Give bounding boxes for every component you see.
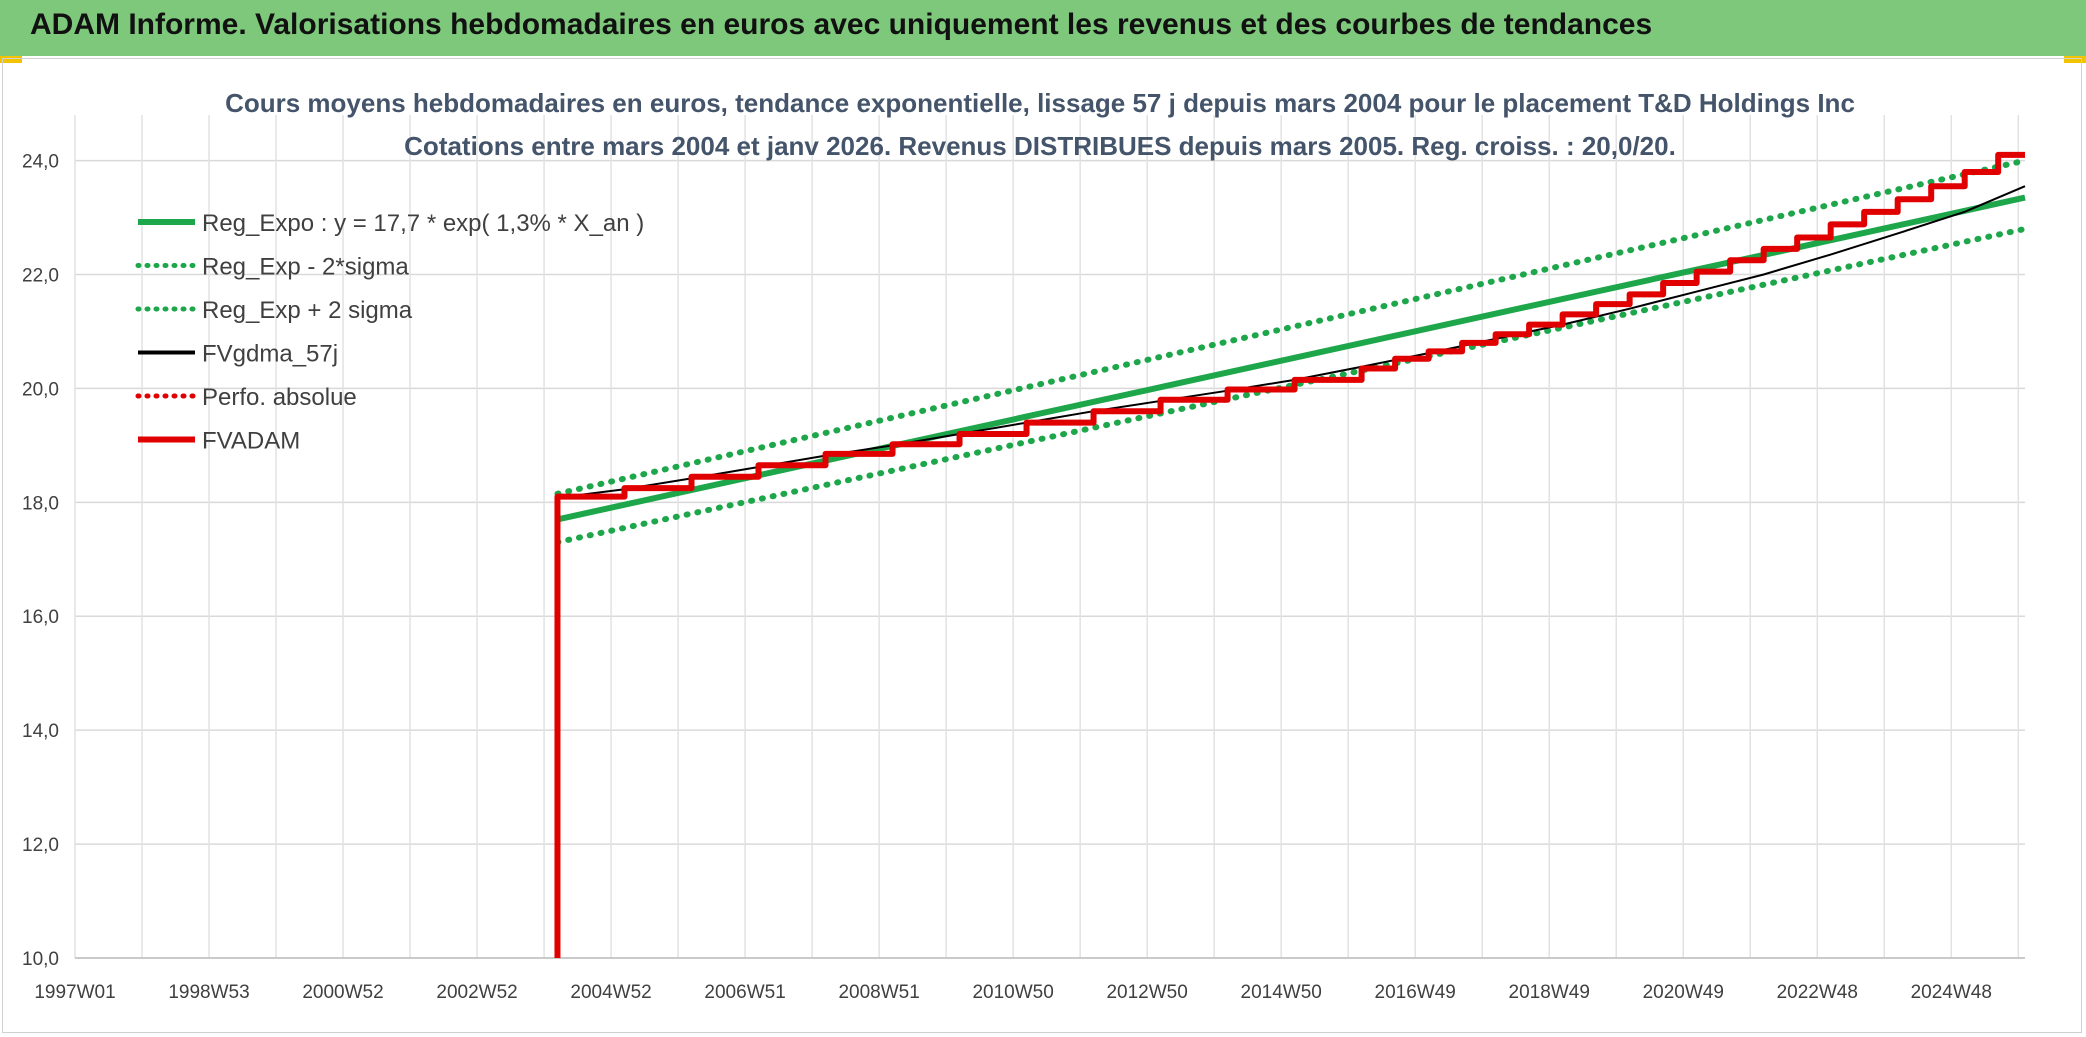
y-tick-label: 18,0 xyxy=(22,493,59,514)
legend-label: FVgdma_57j xyxy=(202,341,338,368)
x-tick-label: 1997W01 xyxy=(34,982,115,1003)
header-banner: ADAM Informe. Valorisations hebdomadaire… xyxy=(0,0,2086,56)
x-tick-label: 2018W49 xyxy=(1509,982,1590,1003)
x-tick-label: 2022W48 xyxy=(1777,982,1858,1003)
x-tick-label: 2014W50 xyxy=(1241,982,1322,1003)
chart-title-line-2: Cotations entre mars 2004 et janv 2026. … xyxy=(404,131,1676,161)
corner-mark-right xyxy=(2064,56,2086,63)
series-line xyxy=(554,225,2028,546)
legend-label: Reg_Exp - 2*sigma xyxy=(202,254,409,281)
x-tick-label: 2006W51 xyxy=(704,982,785,1003)
page-title: ADAM Informe. Valorisations hebdomadaire… xyxy=(30,8,1653,41)
axes: 10,0 12,0 14,0 16,0 18,0 20,0 22,0 24,0 1997W01 1… xyxy=(22,152,2025,1003)
series-line xyxy=(556,194,2026,523)
x-tick-label: 1998W53 xyxy=(168,982,249,1003)
y-tick-label: 12,0 xyxy=(22,835,59,856)
x-tick-label: 2016W49 xyxy=(1375,982,1456,1003)
x-tick-label: 2000W52 xyxy=(302,982,383,1003)
y-tick-label: 24,0 xyxy=(22,152,59,173)
x-tick-label: 2010W50 xyxy=(972,982,1053,1003)
y-tick-label: 16,0 xyxy=(22,607,59,628)
y-tick-label: 14,0 xyxy=(22,721,59,742)
x-tick-label: 2008W51 xyxy=(838,982,919,1003)
grid xyxy=(74,115,2025,959)
chart-frame xyxy=(2,58,2082,1033)
y-tick-label: 20,0 xyxy=(22,379,59,400)
chart-title-line-1: Cours moyens hebdomadaires en euros, ten… xyxy=(225,88,1855,118)
series-line xyxy=(557,185,2026,499)
legend-label: Perfo. absolue xyxy=(202,384,357,411)
legend: Reg_Expo : y = 17,7 * exp( 1,3% * X_an )… xyxy=(135,210,644,455)
legend-label: Reg_Expo : y = 17,7 * exp( 1,3% * X_an ) xyxy=(202,210,644,237)
legend-label: FVADAM xyxy=(202,428,300,455)
series-layer xyxy=(554,151,2028,958)
x-tick-label: 2002W52 xyxy=(436,982,517,1003)
x-tick-label: 2024W48 xyxy=(1911,982,1992,1003)
x-tick-label: 2020W49 xyxy=(1643,982,1724,1003)
legend-label: Reg_Exp + 2 sigma xyxy=(202,297,413,324)
corner-mark-left xyxy=(0,56,22,63)
x-tick-label: 2012W50 xyxy=(1106,982,1187,1003)
series-line xyxy=(554,151,2025,958)
y-tick-label: 22,0 xyxy=(22,265,59,286)
y-tick-label: 10,0 xyxy=(22,949,59,970)
x-tick-label: 2004W52 xyxy=(570,982,651,1003)
series-line xyxy=(554,157,2028,497)
